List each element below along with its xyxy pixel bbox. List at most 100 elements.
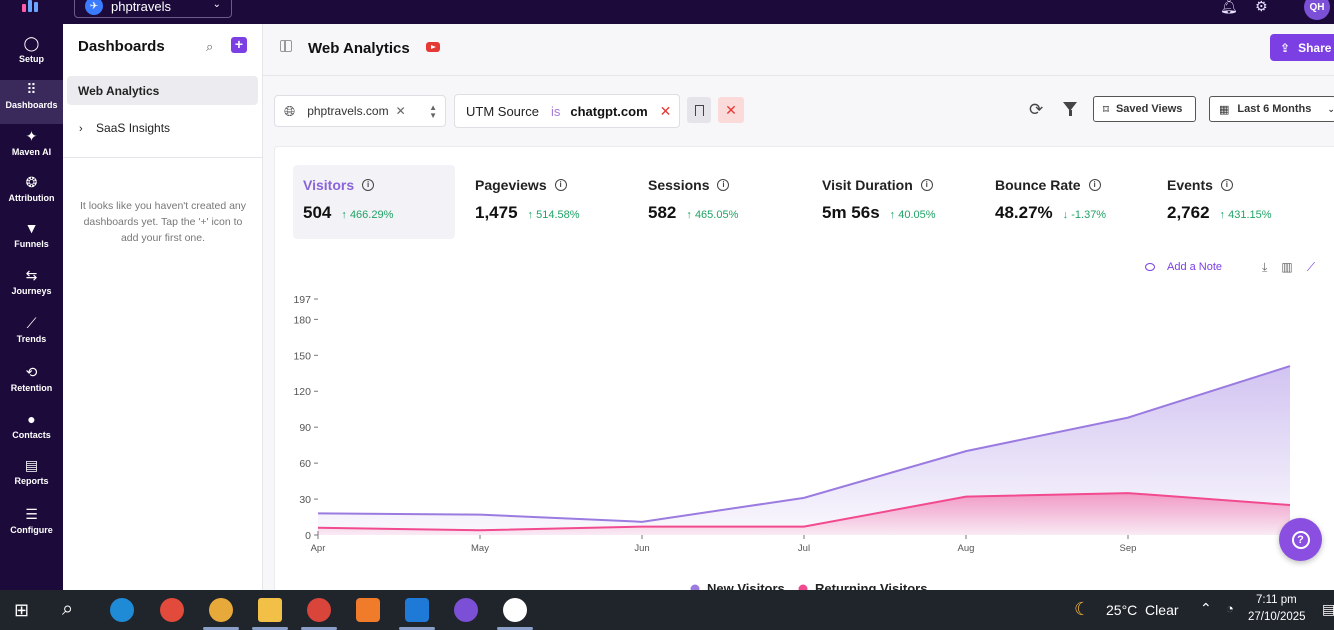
chevron-down-icon: ⌄: [212, 0, 221, 10]
contacts-icon: ●: [27, 411, 36, 427]
date-range-select[interactable]: ▦ Last 6 Months ⌄: [1209, 96, 1334, 122]
series-area-new-visitors: [318, 366, 1290, 535]
nav-item-maven-ai[interactable]: ✦ Maven AI: [0, 127, 63, 171]
left-nav: ◯ Setup ⠿ Dashboards ✦ Maven AI ❂ Attribution ▼ F…: [0, 24, 63, 590]
info-icon[interactable]: i: [717, 179, 730, 191]
saved-views-button[interactable]: ⌑ Saved Views: [1093, 96, 1196, 122]
series-area-returning-visitors: [318, 493, 1290, 535]
metric-events[interactable]: Events i 2,762 ↑ 431.15%: [1157, 165, 1317, 239]
metric-label: Pageviews: [475, 177, 547, 193]
app-logo[interactable]: [22, 0, 40, 12]
line-chart-icon[interactable]: ⟋: [1306, 259, 1316, 274]
share-button[interactable]: ⇪ Share: [1270, 34, 1334, 61]
dashboard-group-saas-insights[interactable]: › SaaS Insights: [79, 121, 170, 135]
utm-filter-chip[interactable]: UTM Source is chatgpt.com ✕: [454, 94, 680, 128]
edge-icon[interactable]: [110, 598, 134, 622]
info-icon[interactable]: i: [1220, 179, 1233, 191]
nav-item-reports[interactable]: ▤ Reports: [0, 456, 63, 500]
xampp-icon[interactable]: [356, 598, 380, 622]
y-tick-label: 180: [293, 314, 311, 326]
metric-bounce-rate[interactable]: Bounce Rate i 48.27% ↓ -1.37%: [985, 165, 1145, 239]
chrome-icon[interactable]: [160, 598, 184, 622]
project-name: phptravels: [111, 0, 171, 14]
youtube-icon[interactable]: [426, 42, 440, 52]
nav-item-setup[interactable]: ◯ Setup: [0, 34, 63, 78]
bookmark-button[interactable]: [687, 97, 711, 123]
clear-filters-button[interactable]: ✕: [718, 97, 744, 123]
add-dashboard-button[interactable]: +: [231, 37, 247, 53]
nav-item-attribution[interactable]: ❂ Attribution: [0, 173, 63, 217]
x-tick-label: Apr: [311, 543, 326, 554]
analytics-card: Visitors i 504 ↑ 466.29% Pageviews i 1,475 ↑ 51…: [274, 146, 1334, 606]
share-label: Share: [1298, 40, 1332, 55]
site-selector[interactable]: 🌐︎ phptravels.com ✕ ▲ ▼: [274, 95, 446, 127]
nav-item-configure[interactable]: ☰ Configure: [0, 505, 63, 549]
refresh-icon[interactable]: ⟳: [1029, 100, 1044, 119]
chrome-profile-icon[interactable]: [209, 598, 233, 622]
x-tick-label: Jun: [634, 543, 649, 554]
dashboards-icon: ⠿: [26, 81, 37, 97]
search-icon[interactable]: ⌕: [206, 39, 214, 54]
remove-filter-icon[interactable]: ✕: [659, 102, 672, 119]
clock-date[interactable]: 27/10/2025: [1248, 611, 1306, 623]
add-note-button[interactable]: Add a Note: [1167, 261, 1223, 273]
nav-item-contacts[interactable]: ● Contacts: [0, 410, 63, 454]
clear-site-icon[interactable]: ✕: [395, 104, 406, 118]
trends-icon: ⟋: [26, 315, 37, 331]
slack-icon[interactable]: [503, 598, 527, 622]
help-button[interactable]: ?: [1279, 518, 1322, 561]
main-content: Web Analytics ⇪ Share 🌐︎ phptravels.com …: [263, 24, 1334, 606]
metric-visit-duration[interactable]: Visit Duration i 5m 56s ↑ 40.05%: [812, 165, 972, 239]
project-selector[interactable]: ✈ phptravels ⌄: [74, 0, 232, 18]
search-icon[interactable]: ⌕: [62, 598, 74, 620]
nav-item-dashboards[interactable]: ⠿ Dashboards: [0, 80, 63, 124]
wifi-icon[interactable]: ◔: [1226, 601, 1234, 616]
metric-pageviews[interactable]: Pageviews i 1,475 ↑ 514.58%: [465, 165, 625, 239]
metric-label: Visit Duration: [822, 177, 913, 193]
info-icon[interactable]: i: [920, 179, 933, 191]
bookmark-icon: ⌑: [1103, 103, 1109, 116]
nav-item-trends[interactable]: ⟋ Trends: [0, 314, 63, 358]
nav-item-label: Funnels: [14, 239, 49, 249]
arrow-up-icon: ↑: [341, 209, 347, 221]
github-icon[interactable]: [454, 598, 478, 622]
weather-text[interactable]: 25°C Clear: [1106, 602, 1179, 618]
avatar[interactable]: QH: [1304, 0, 1330, 20]
filter-value: chatgpt.com: [570, 103, 648, 119]
metric-change: 465.05%: [694, 209, 739, 221]
x-tick-label: Jul: [798, 543, 810, 554]
info-icon[interactable]: i: [1088, 179, 1101, 191]
nav-item-retention[interactable]: ⟲ Retention: [0, 363, 63, 407]
metric-label: Visitors: [303, 177, 355, 193]
dashboard-item-web-analytics[interactable]: Web Analytics: [67, 76, 258, 105]
updown-icon: ▲ ▼: [429, 103, 437, 120]
reports-icon: ▤: [24, 457, 39, 473]
bell-icon[interactable]: 🔔︎: [1220, 0, 1238, 14]
info-icon[interactable]: i: [362, 179, 375, 191]
vscode-icon[interactable]: [405, 598, 429, 622]
gear-icon[interactable]: ⚙: [1255, 0, 1268, 14]
bar-chart-icon[interactable]: ▥: [1281, 260, 1293, 274]
filter-key: UTM Source: [466, 103, 539, 119]
nav-item-label: Reports: [14, 476, 49, 486]
nav-item-journeys[interactable]: ⇆ Journeys: [0, 266, 63, 310]
nav-item-funnels[interactable]: ▼ Funnels: [0, 219, 63, 263]
metric-sessions[interactable]: Sessions i 582 ↑ 465.05%: [638, 165, 798, 239]
chrome-icon[interactable]: [307, 598, 331, 622]
file-explorer-icon[interactable]: [258, 598, 282, 622]
metric-value: 1,475: [475, 203, 518, 222]
notification-icon[interactable]: ▤: [1322, 601, 1334, 617]
windows-start-icon[interactable]: ⊞: [14, 600, 30, 620]
metric-visitors[interactable]: Visitors i 504 ↑ 466.29%: [293, 165, 455, 239]
dashboard-group-label: SaaS Insights: [96, 121, 171, 135]
maven-ai-icon: ✦: [25, 128, 38, 144]
attribution-icon: ❂: [25, 174, 38, 190]
chevron-up-icon[interactable]: ⌃: [1200, 600, 1212, 616]
info-icon[interactable]: i: [554, 179, 567, 191]
clock-time[interactable]: 7:11 pm: [1256, 594, 1297, 606]
sidebar-toggle-icon[interactable]: [280, 40, 292, 52]
active-app-indicator: [301, 627, 337, 630]
download-icon[interactable]: ⤓: [1262, 259, 1268, 274]
filter-icon[interactable]: [1063, 102, 1077, 116]
active-app-indicator: [399, 627, 435, 630]
